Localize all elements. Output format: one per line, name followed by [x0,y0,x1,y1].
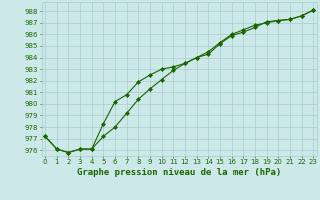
X-axis label: Graphe pression niveau de la mer (hPa): Graphe pression niveau de la mer (hPa) [77,168,281,177]
